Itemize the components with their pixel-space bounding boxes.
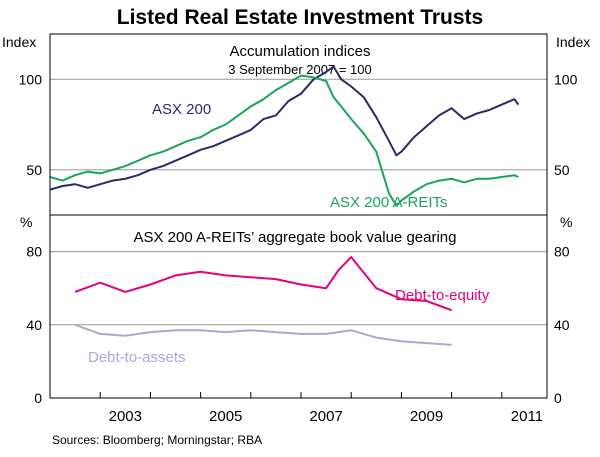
y-tick-label-left-0-1: 100 (19, 71, 43, 87)
top-right-axis-label: Index (556, 34, 590, 50)
series-line-asx200 (49, 65, 520, 191)
series-label-areits: ASX 200 A-REITs (330, 194, 448, 211)
top-panel-title: Accumulation indices (230, 43, 371, 60)
main-title: Listed Real Estate Investment Trusts (117, 6, 483, 29)
bottom-right-axis-label: % (560, 214, 572, 230)
series-label-asx200: ASX 200 (152, 101, 211, 118)
x-tick-label-2011: 2011 (511, 408, 543, 425)
series-line-debt_to_equity (74, 256, 452, 312)
y-tick-label-right-0-0: 50 (554, 162, 570, 178)
series-line-debt_to_assets (74, 323, 452, 346)
plot-frame (49, 33, 548, 399)
y-tick-label-right-1-2: 80 (554, 244, 570, 260)
y-tick-label-right-0-1: 100 (554, 71, 578, 87)
series-line-areits (49, 74, 519, 207)
x-tick-label-2005: 2005 (209, 408, 242, 425)
y-tick-label-left-1-1: 40 (26, 317, 42, 333)
x-tick-label-2007: 2007 (309, 408, 342, 425)
x-tick-label-2003: 2003 (109, 408, 142, 425)
top-left-axis-label: Index (2, 34, 36, 50)
bottom-panel-title: ASX 200 A-REITs’ aggregate book value ge… (134, 229, 457, 246)
axis-layer: 50 50 100 100 ASX 200 ASX 200 A-REITs 0 0 40 40 80… (19, 33, 578, 425)
series-layer (49, 65, 520, 346)
y-tick-label-left-0-0: 50 (26, 162, 42, 178)
top-panel-subtitle: 3 September 2007 = 100 (228, 62, 371, 77)
y-tick-label-left-1-0: 0 (34, 390, 42, 406)
x-tick-label-2009: 2009 (410, 408, 443, 425)
y-tick-label-right-1-1: 40 (554, 317, 570, 333)
grid-layer (50, 78, 547, 326)
bottom-left-axis-label: % (20, 214, 32, 230)
y-tick-label-right-1-0: 0 (554, 390, 562, 406)
series-label-debt_to_assets: Debt-to-assets (88, 349, 186, 366)
series-label-debt_to_equity: Debt-to-equity (395, 287, 490, 304)
source-note: Sources: Bloomberg; Morningstar; RBA (52, 433, 262, 447)
y-tick-label-left-1-2: 80 (26, 244, 42, 260)
